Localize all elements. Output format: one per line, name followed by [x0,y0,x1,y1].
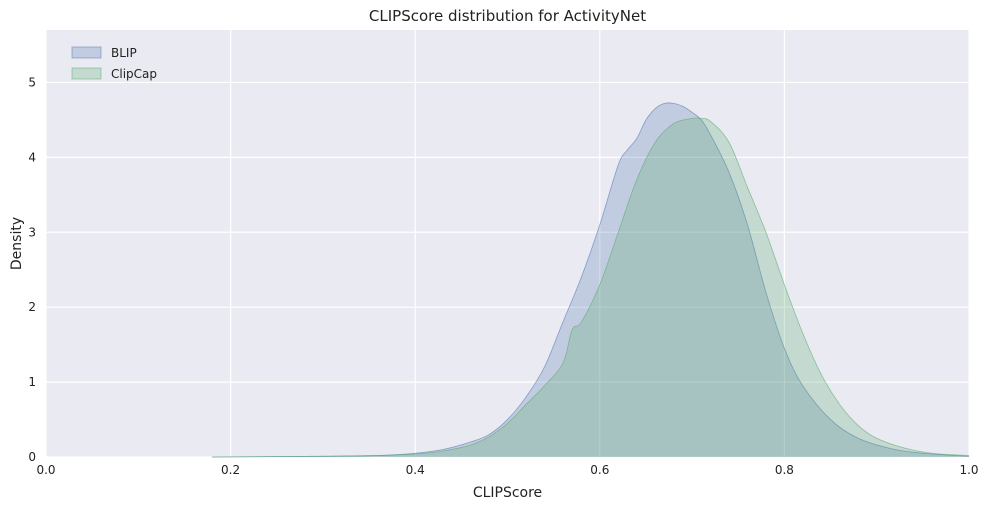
legend-swatch-blip [71,46,102,59]
y-tick-label: 4 [28,150,36,164]
legend: BLIP ClipCap [71,46,157,81]
density-line-blip [212,102,970,458]
y-tick-label: 3 [28,225,36,239]
density-area-clipcap [212,117,969,457]
x-tick-label: 0.0 [36,463,55,477]
x-tick-label: 0.2 [221,463,240,477]
x-axis-label: CLIPScore [473,485,542,501]
tick-labels: 0.0 0.2 0.4 0.6 0.8 1.0 0 1 2 3 4 5 [28,75,978,477]
x-tick-label: 1.0 [959,463,978,477]
y-tick-label: 2 [28,300,36,314]
chart-title: CLIPScore distribution for ActivityNet [369,7,646,25]
legend-swatch-clipcap [71,67,102,80]
plot-background [46,30,969,457]
density-area-blip [212,102,969,457]
legend-label-blip: BLIP [111,46,137,60]
x-tick-label: 0.4 [406,463,425,477]
density-line-clipcap [212,117,970,458]
legend-label-clipcap: ClipCap [111,67,157,81]
x-tick-label: 0.6 [590,463,609,477]
density-areas [212,102,970,458]
y-tick-label: 5 [28,75,36,89]
grid-lines [45,30,970,458]
y-axis-label: Density [9,217,25,270]
y-tick-label: 0 [28,450,36,464]
x-tick-label: 0.8 [775,463,794,477]
y-tick-label: 1 [28,375,36,389]
